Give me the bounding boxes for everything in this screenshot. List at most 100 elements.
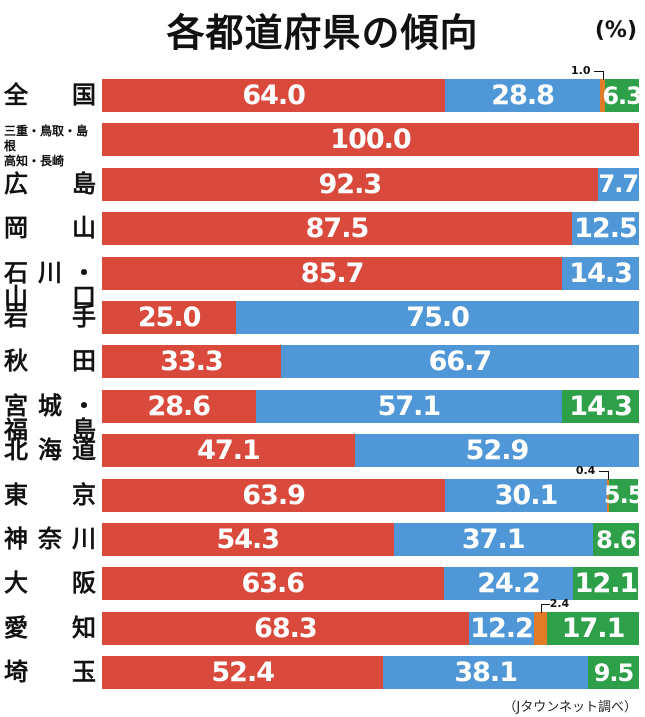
data-label: 24.2	[477, 568, 541, 600]
data-label: 100.0	[330, 124, 411, 156]
stacked-bar: 87.5 12.5	[102, 212, 639, 246]
data-label: 66.7	[428, 346, 493, 378]
data-label: 12.2	[470, 612, 534, 644]
data-label: 68.3	[254, 612, 318, 644]
bar-segment: 87.5	[102, 212, 572, 246]
bar-segment: 66.7	[280, 345, 639, 379]
bar-segment: 54.3	[102, 523, 394, 556]
bar-segment: 7.7	[597, 167, 640, 201]
category-label: 広島	[4, 169, 96, 198]
bar-segment: 12.2	[468, 611, 535, 645]
data-label: 25.0	[137, 302, 202, 333]
category-label: 埼玉	[4, 658, 96, 687]
data-label: 37.1	[461, 524, 526, 555]
bar-segment: 9.5	[587, 656, 639, 690]
data-label: 54.3	[216, 524, 280, 555]
category-label: 石川・山口	[4, 258, 96, 311]
data-label: 47.1	[197, 435, 261, 467]
bar-segment: 57.1	[255, 389, 563, 423]
data-label: 14.3	[569, 390, 633, 422]
stacked-bar: 54.3 37.1 8.6	[102, 523, 639, 556]
data-label: 7.7	[598, 170, 640, 199]
stacked-bar: 63.6 24.2 12.1	[102, 567, 639, 601]
data-label: 33.3	[160, 346, 224, 378]
bar-segment: 28.6	[102, 389, 256, 423]
data-label: 63.9	[242, 479, 306, 511]
data-label: 52.9	[465, 435, 530, 467]
callout-line	[594, 71, 605, 80]
bar-segment: 24.2	[443, 567, 574, 601]
bar-segment: 12.5	[571, 212, 639, 246]
bar-segment: 6.3	[602, 79, 643, 112]
bar-segment: 33.3	[102, 345, 281, 379]
bar-segment: 52.4	[102, 656, 384, 690]
bar-segment	[534, 611, 548, 645]
bar-segment: 100.0	[102, 123, 639, 157]
data-label: 92.3	[318, 168, 383, 200]
callout-label: 0.4	[575, 463, 596, 477]
bar-segment: 28.8	[445, 79, 600, 112]
category-label: 神奈川	[4, 525, 96, 553]
bar-segment: 75.0	[236, 301, 639, 334]
bar-segment: 38.1	[383, 656, 588, 690]
bar-segment: 92.3	[102, 167, 598, 201]
data-label: 75.0	[406, 302, 470, 333]
data-label: 28.8	[491, 80, 555, 111]
data-label: 14.3	[569, 257, 633, 289]
data-label: 64.0	[242, 80, 306, 111]
stacked-bar: 92.3 7.7	[102, 167, 640, 201]
bar-segment: 63.9	[102, 478, 446, 512]
category-label: 北海道	[4, 436, 96, 465]
data-label: 63.6	[241, 568, 305, 600]
bar-segment: 37.1	[393, 523, 593, 556]
category-label: 岩手	[4, 303, 96, 331]
bar-segment: 85.7	[102, 256, 563, 290]
data-label: 28.6	[147, 390, 211, 422]
stacked-bar: 47.1 52.9	[102, 434, 639, 468]
stacked-bar: 33.3 66.7	[102, 345, 639, 379]
data-label: 17.1	[561, 612, 626, 644]
category-label: 岡山	[4, 214, 96, 243]
stacked-bar: 52.4 38.1 9.5	[102, 656, 639, 690]
data-label: 85.7	[300, 257, 365, 289]
data-label: 52.4	[211, 657, 275, 689]
callout-line	[598, 470, 609, 480]
data-label: 30.1	[494, 479, 559, 511]
unit-label: (%)	[594, 18, 637, 43]
callout-line	[540, 603, 550, 613]
data-label: 12.1	[574, 568, 639, 600]
category-label: 東京	[4, 480, 96, 509]
data-label: 57.1	[377, 390, 442, 422]
bar-segment: 14.3	[562, 256, 639, 290]
stacked-bar: 25.0 75.0	[102, 301, 639, 334]
bar-segment: 47.1	[102, 434, 355, 468]
callout-label: 1.0	[571, 64, 591, 77]
source-note: （Jタウンネット調べ）	[503, 700, 637, 715]
category-label: 秋田	[4, 347, 96, 376]
data-label: 38.1	[454, 657, 518, 689]
data-label: 8.6	[596, 525, 637, 554]
bar-segment: 64.0	[102, 79, 446, 112]
stacked-bar: 64.0 28.8 6.3	[102, 79, 643, 112]
bar-segment	[599, 79, 606, 112]
bar-segment: 12.1	[573, 567, 639, 601]
data-label: 5.5	[603, 481, 645, 510]
bar-segment: 63.6	[102, 567, 444, 601]
data-label: 9.5	[593, 658, 635, 687]
bar-segment: 8.6	[592, 523, 639, 556]
category-label: 三重・鳥取・島根 高知・長崎	[4, 124, 89, 169]
category-label: 全国	[4, 81, 96, 109]
data-label: 6.3	[602, 81, 643, 110]
data-label: 87.5	[305, 213, 370, 245]
bar-segment: 14.3	[562, 389, 639, 423]
chart-title: 各都道府県の傾向	[166, 11, 479, 55]
bar-segment: 30.1	[445, 478, 607, 512]
category-label: 宮城・福島	[4, 391, 96, 444]
bar-segment: 52.9	[354, 434, 639, 468]
stacked-bar: 28.6 57.1 14.3	[102, 389, 639, 423]
stacked-bar: 85.7 14.3	[102, 256, 639, 290]
bar-segment: 25.0	[102, 301, 237, 334]
stacked-bar: 68.3 12.2 17.1	[102, 611, 639, 645]
bar-segment	[606, 478, 609, 512]
bar-segment: 68.3	[102, 611, 469, 645]
